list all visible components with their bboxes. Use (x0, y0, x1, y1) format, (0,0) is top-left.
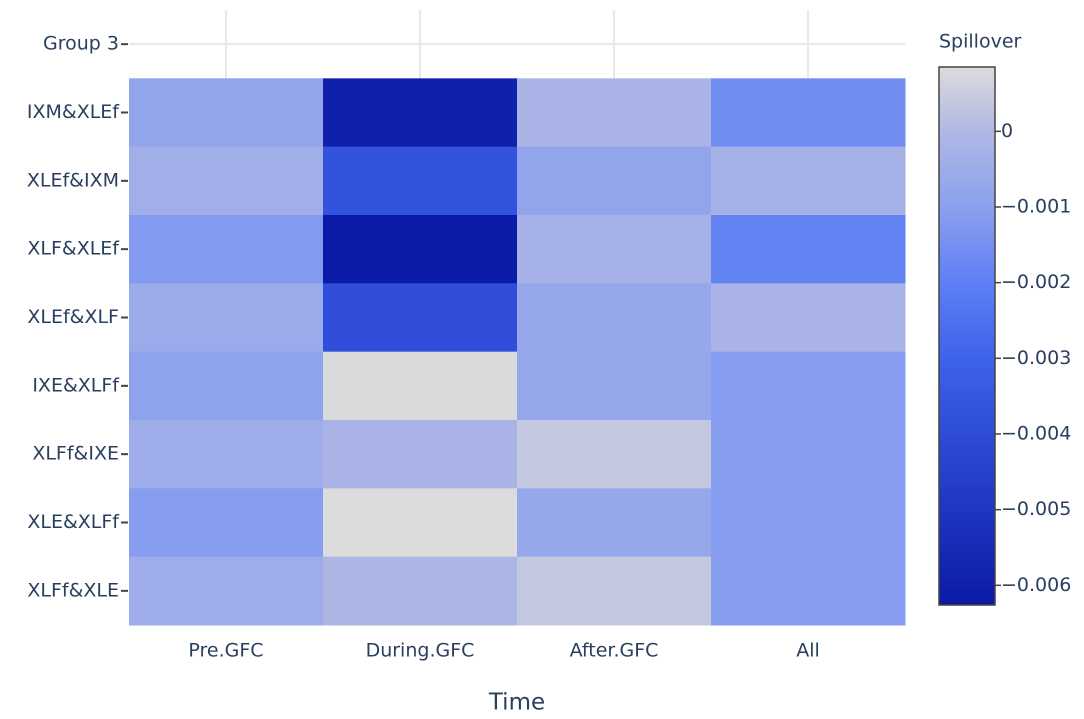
colorbar-tick-label: −0.004 (1001, 422, 1071, 444)
y-tick-label: XLFf&IXE (32, 443, 119, 465)
heatmap-cell (517, 351, 712, 421)
heatmap-cell (517, 215, 712, 284)
heatmap-cell (129, 215, 324, 284)
colorbar-tick-label: −0.001 (1001, 195, 1071, 217)
heatmap-cell (323, 556, 518, 626)
heatmap-cell (323, 420, 518, 489)
heatmap-cell (711, 488, 906, 558)
heatmap-cell (517, 146, 712, 216)
x-tick-label: After.GFC (570, 640, 659, 662)
y-tick-label: IXM&XLEf (27, 101, 120, 123)
y-tick-label: XLF&XLEf (27, 238, 120, 260)
heatmap-cell (517, 488, 712, 558)
heatmap-cell (711, 420, 906, 489)
heatmap-cell (129, 146, 324, 216)
y-tick-label: Group 3 (43, 33, 119, 55)
heatmap-cell (711, 78, 906, 148)
heatmap-cell (517, 556, 712, 626)
y-tick-label: XLE&XLFf (27, 511, 120, 533)
y-tick-label: XLFf&XLE (27, 579, 119, 601)
heatmap-cell (129, 78, 324, 148)
colorbar-tick-label: 0 (1001, 120, 1013, 142)
heatmap-cell (323, 146, 518, 216)
y-tick-label: XLEf&IXM (27, 169, 119, 191)
heatmap-cell (323, 215, 518, 284)
heatmap-cell (711, 283, 906, 353)
heatmap-cell (129, 556, 324, 626)
x-tick-label: All (796, 640, 820, 662)
colorbar-title: Spillover (939, 31, 1022, 53)
colorbar-tick-label: −0.003 (1001, 347, 1071, 369)
heatmap-cell (517, 420, 712, 489)
heatmap-cell (323, 283, 518, 353)
x-tick-label: During.GFC (366, 640, 475, 662)
heatmap-cell (129, 351, 324, 421)
heatmap-cell (711, 146, 906, 216)
heatmap-cell (711, 215, 906, 284)
heatmap-cell (517, 283, 712, 353)
colorbar-tick-label: −0.006 (1001, 574, 1071, 596)
heatmap-cell (517, 78, 712, 148)
heatmap-cell (323, 488, 518, 558)
heatmap-cell (711, 351, 906, 421)
colorbar (938, 66, 996, 606)
heatmap-cell (323, 78, 518, 148)
heatmap-cell (323, 351, 518, 421)
y-tick-label: IXE&XLFf (32, 374, 120, 396)
x-axis-title: Time (488, 690, 545, 716)
heatmap-cell (711, 556, 906, 626)
heatmap-cell (129, 420, 324, 489)
colorbar-tick-label: −0.005 (1001, 498, 1071, 520)
heatmap-cell (129, 488, 324, 558)
y-tick-label: XLEf&XLF (27, 306, 119, 328)
x-tick-label: Pre.GFC (188, 640, 263, 662)
colorbar-tick-label: −0.002 (1001, 271, 1071, 293)
heatmap-cell (129, 283, 324, 353)
